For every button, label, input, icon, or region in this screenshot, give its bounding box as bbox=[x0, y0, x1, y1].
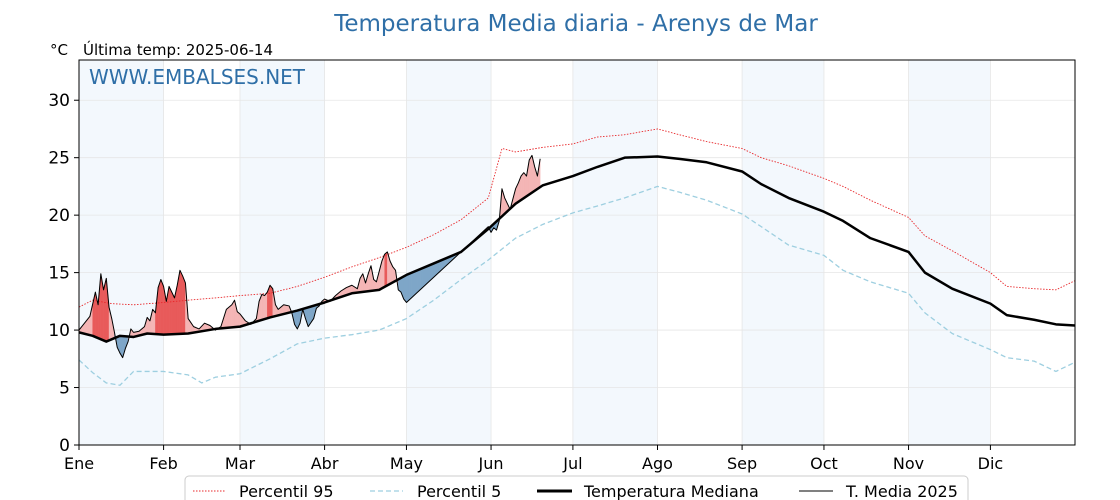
month-band bbox=[239, 60, 325, 445]
deviation-area bbox=[269, 284, 273, 318]
x-tick-label: Feb bbox=[149, 454, 177, 473]
legend-label: Percentil 95 bbox=[239, 482, 334, 500]
deviation-area bbox=[406, 273, 410, 303]
x-tick-label: Oct bbox=[810, 454, 838, 473]
deviation-area bbox=[384, 251, 388, 288]
x-tick-label: Dic bbox=[978, 454, 1004, 473]
deviation-area bbox=[419, 267, 424, 291]
y-tick-label: 5 bbox=[59, 379, 70, 399]
deviation-area bbox=[261, 294, 265, 321]
month-band bbox=[572, 60, 658, 445]
x-tick-label: Abr bbox=[311, 454, 339, 473]
deviation-area bbox=[179, 270, 183, 335]
month-band bbox=[742, 60, 824, 445]
legend-box bbox=[184, 475, 969, 500]
y-tick-label: 30 bbox=[48, 91, 70, 111]
watermark: WWW.EMBALSES.NET bbox=[89, 65, 306, 89]
deviation-area bbox=[160, 279, 164, 335]
y-unit-label: °C bbox=[50, 41, 68, 59]
x-tick-label: Jun bbox=[478, 454, 504, 473]
y-axis: 0 5 10 15 20 25 30 bbox=[48, 91, 79, 456]
deviation-area bbox=[171, 292, 175, 335]
x-tick-label: Sep bbox=[727, 454, 757, 473]
deviation-area bbox=[529, 154, 533, 195]
percentil-5-line bbox=[78, 185, 1076, 386]
deviation-area bbox=[411, 271, 415, 298]
x-tick-label: Ago bbox=[642, 454, 673, 473]
legend: Percentil 95 Percentil 5 Temperatura Med… bbox=[184, 475, 969, 500]
y-tick-label: 0 bbox=[59, 436, 70, 456]
temperatura-mediana-line bbox=[78, 155, 1076, 343]
x-tick-label: Mar bbox=[225, 454, 256, 473]
deviation-area bbox=[182, 275, 186, 334]
series-lines bbox=[78, 128, 1076, 386]
deviation-area bbox=[417, 268, 421, 293]
month-band bbox=[908, 60, 991, 445]
y-tick-label: 20 bbox=[48, 206, 70, 226]
deviation-area bbox=[422, 266, 426, 288]
y-tick-label: 25 bbox=[48, 149, 70, 169]
legend-label: T. Media 2025 bbox=[845, 482, 958, 500]
x-tick-label: Jul bbox=[562, 454, 582, 473]
x-tick-label: Nov bbox=[893, 454, 924, 473]
deviation-area bbox=[414, 270, 418, 296]
legend-label: Temperatura Mediana bbox=[583, 482, 759, 500]
x-axis: Ene Feb Mar Abr May Jun Jul Ago Sep Oct Nov Dic bbox=[64, 445, 1003, 473]
t-media-2025-line bbox=[78, 154, 541, 359]
plot-frame bbox=[78, 59, 1076, 446]
y-tick-label: 15 bbox=[48, 264, 70, 284]
month-band bbox=[79, 60, 164, 445]
month-band bbox=[406, 60, 492, 445]
deviation-area bbox=[264, 291, 268, 320]
deviation-area bbox=[520, 172, 524, 201]
deviation-area bbox=[523, 172, 527, 199]
legend-label: Percentil 5 bbox=[417, 482, 501, 500]
y-tick-label: 10 bbox=[48, 321, 70, 341]
month-bands bbox=[79, 60, 991, 445]
deviation-area bbox=[226, 306, 230, 329]
deviation-area bbox=[403, 274, 407, 304]
chart-title: Temperatura Media diaria - Arenys de Mar bbox=[333, 11, 818, 37]
x-tick-label: May bbox=[390, 454, 423, 473]
x-tick-label: Ene bbox=[64, 454, 94, 473]
deviation-area bbox=[425, 265, 429, 286]
deviation-area bbox=[168, 286, 172, 335]
deviation-area bbox=[408, 272, 413, 301]
deviation-area bbox=[228, 304, 233, 328]
percentil-95-line bbox=[78, 128, 1076, 308]
last-temp-label: Última temp: 2025-06-14 bbox=[83, 40, 273, 59]
